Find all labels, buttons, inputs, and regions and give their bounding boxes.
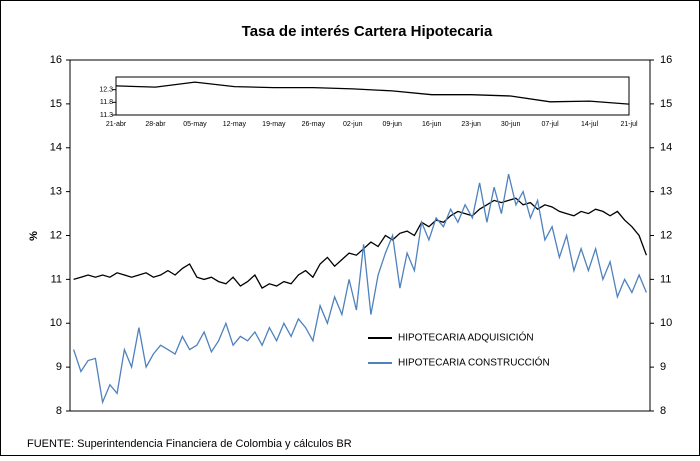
y-tick-label: 16	[50, 54, 62, 66]
x-tick-label: 02-jun	[343, 121, 363, 128]
line-series	[115, 81, 630, 105]
y2-tick-label: 13	[660, 186, 672, 198]
source-note: FUENTE: Superintendencia Financiera de C…	[27, 438, 352, 450]
x-tick-label: 12-may	[223, 121, 247, 128]
inset-area	[115, 76, 630, 116]
y-tick-label: 14	[50, 142, 62, 154]
y2-tick-label: 8	[660, 405, 666, 417]
x-tick-label: 09-jun	[382, 121, 402, 128]
y-tick-label: 9	[56, 361, 62, 373]
x-tick-label: 21-abr	[106, 121, 127, 128]
x-tick-label: 16-jun	[422, 121, 442, 128]
x-tick-label: 23-jun	[461, 121, 481, 128]
line-series	[72, 173, 647, 405]
y-tick-label: 13	[50, 186, 62, 198]
y-tick-label: 10	[50, 317, 62, 329]
legend-label: HIPOTECARIA CONSTRUCCIÓN	[398, 356, 550, 369]
x-tick-label: 07-jul	[542, 121, 560, 128]
y-tick-label: 11.3	[100, 112, 113, 119]
y2-tick-label: 12	[660, 229, 672, 241]
y-tick-label: 12	[50, 229, 62, 241]
x-tick-label: 28-abr	[145, 121, 166, 128]
y-tick-label: 11	[51, 273, 62, 285]
y-tick-label: 11.8	[100, 99, 113, 106]
y2-tick-label: 15	[660, 98, 672, 110]
x-tick-label: 14-jul	[581, 121, 599, 128]
y2-tick-label: 16	[660, 54, 672, 66]
line-series	[73, 197, 648, 289]
x-tick-label: 21-jul	[620, 121, 638, 128]
y-tick-label: 8	[56, 405, 62, 417]
y-tick-label: 15	[50, 98, 62, 110]
y-tick-label: 12.3	[99, 87, 113, 94]
y2-tick-label: 10	[660, 317, 672, 329]
x-tick-label: 19-may	[262, 121, 286, 128]
y2-tick-label: 11	[660, 273, 671, 285]
y2-tick-label: 14	[660, 142, 672, 154]
chart-title: Tasa de interés Cartera Hipotecaria	[242, 23, 493, 40]
legend-label: HIPOTECARIA ADQUISICIÓN	[398, 331, 534, 344]
y2-tick-label: 9	[660, 361, 666, 373]
x-tick-label: 30-jun	[501, 121, 521, 128]
x-tick-label: 05-may	[183, 121, 207, 128]
y-axis-label: %	[28, 231, 40, 241]
x-tick-label: 26-may	[302, 121, 326, 128]
